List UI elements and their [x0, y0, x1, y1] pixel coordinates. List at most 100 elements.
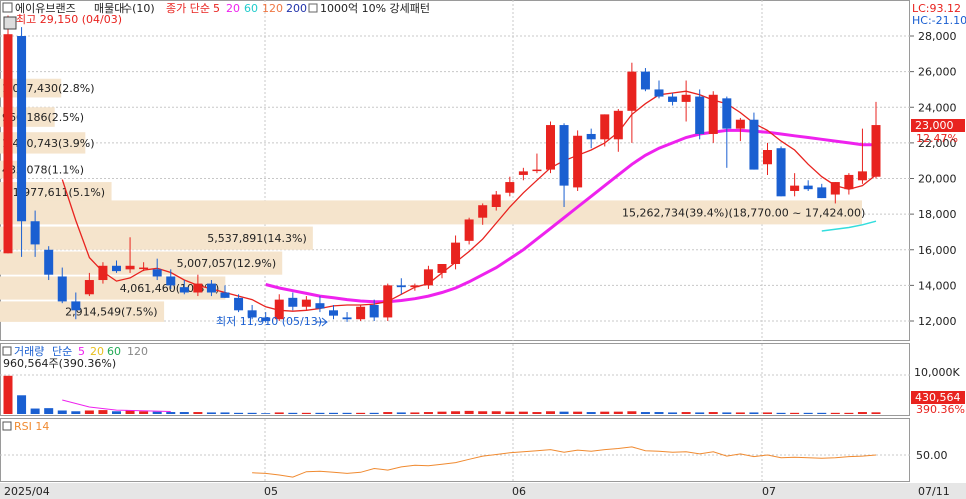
- volume-bar: [396, 412, 406, 414]
- candle-body: [206, 283, 216, 293]
- profile-band: [0, 78, 62, 98]
- volume-bar: [17, 395, 27, 414]
- candle-body: [600, 114, 610, 140]
- volume-bar: [559, 411, 569, 414]
- legend-ma-60: 60: [244, 2, 258, 15]
- low-label: 최저 11,910 (05/13): [216, 315, 322, 328]
- lc-label: LC:93.12: [912, 2, 961, 15]
- volume-bar: [505, 411, 515, 414]
- volume-panel-frame: [0, 343, 910, 416]
- volume-bar: [57, 410, 67, 414]
- last-volume-tag: [911, 391, 965, 404]
- volume-ma5-line: [62, 399, 171, 412]
- profile-band: [0, 182, 112, 202]
- volume-bar: [112, 411, 121, 414]
- rsi-title: RSI 14: [14, 420, 49, 433]
- legend-ma-200: 200: [286, 2, 307, 15]
- volume-bar: [98, 410, 108, 414]
- volume-bar: [84, 410, 94, 414]
- candle-body: [396, 285, 406, 288]
- volume-ma-title: 단순: [52, 345, 72, 358]
- profile-label: 1,977,611(5.1%): [13, 186, 106, 199]
- profile-label: 2,914,549(7.5%): [65, 306, 158, 319]
- legend-ma-5: 5: [213, 2, 220, 15]
- volume-bar: [437, 411, 447, 414]
- profile-label: 1,490,743(3.9%): [2, 137, 95, 150]
- last-volume-change: 390.36%: [916, 403, 965, 416]
- volume-bar: [532, 412, 542, 414]
- profile-band: [0, 301, 165, 322]
- candle-body: [478, 205, 488, 218]
- rsi-legend: RSI 14 50.00: [2, 420, 948, 462]
- profile-band: [0, 107, 55, 127]
- volume-legend-icon[interactable]: [2, 346, 12, 356]
- high-label: 최고 29,150 (04/03): [16, 13, 122, 26]
- candle-body: [17, 36, 27, 222]
- volume-bar: [790, 412, 800, 414]
- candle-body: [166, 276, 176, 286]
- legend-ma-20: 20: [226, 2, 240, 15]
- x-axis: 2025/04 05 06 07 07/11: [4, 485, 950, 498]
- rsi-y-tick: 50.00: [916, 449, 948, 462]
- rsi-legend-icon[interactable]: [2, 421, 12, 431]
- candle-body: [817, 187, 827, 199]
- volume-ma-120: 120: [127, 345, 148, 358]
- y-tick-label: 22,000: [918, 137, 957, 150]
- volume-bar: [640, 412, 650, 414]
- tool-icon[interactable]: [3, 16, 17, 30]
- candle-body: [451, 242, 461, 264]
- profile-label: 15,262,734(39.4%)(18,770.00 ~ 17,424.00): [622, 206, 865, 219]
- candle-body: [613, 110, 623, 140]
- candle-body: [410, 285, 420, 288]
- rsi-line: [252, 446, 877, 478]
- last-volume: 430,564: [915, 391, 961, 404]
- legend-extra: 1000억 10% 강세패턴: [320, 2, 430, 15]
- candle-body: [491, 194, 501, 207]
- y-tick-label: 12,000: [918, 315, 957, 328]
- candle-body: [844, 174, 854, 190]
- volume-first-label: 960,564주(390.36%): [3, 357, 116, 370]
- legend-box-icon[interactable]: [2, 2, 13, 13]
- volume-bar: [763, 412, 772, 414]
- legend-ma-title: 종가 단순: [166, 2, 210, 15]
- ma20-line: [265, 128, 876, 304]
- volume-bar: [423, 412, 433, 414]
- profile-label: 5,007,057(12.9%): [177, 257, 277, 270]
- volume-bar: [220, 412, 230, 414]
- candle-body: [71, 301, 81, 311]
- volume-bar: [722, 412, 732, 414]
- volume-bar: [803, 412, 813, 414]
- volume-bar: [830, 412, 840, 414]
- volume-bar: [749, 412, 759, 414]
- profile-label: 433,078(1.1%): [2, 164, 84, 177]
- volume-bar: [464, 410, 474, 414]
- volume-bar: [451, 411, 461, 414]
- volume-bar: [152, 411, 162, 414]
- volume-bar: [518, 411, 528, 414]
- candle-body: [247, 310, 257, 318]
- candle-body: [518, 171, 528, 175]
- volume-bar: [546, 411, 555, 414]
- candle-body: [668, 96, 678, 102]
- y-tick-label: 24,000: [918, 101, 957, 114]
- volume-ma-20: 20: [90, 345, 104, 358]
- rsi-panel-frame: [0, 418, 910, 482]
- ma60-line: [821, 220, 877, 232]
- y-tick-label: 28,000: [918, 30, 957, 43]
- y-tick-label: 14,000: [918, 279, 957, 292]
- legend-chart-kind: 매물대: [94, 2, 124, 15]
- profile-band: [0, 200, 862, 225]
- legend-symbol[interactable]: 에이유브랜즈: [15, 2, 76, 15]
- price-legend: 에이유브랜즈 매물대 수(10) 종가 단순 5 20 60 120 200 1…: [2, 2, 966, 30]
- candle-body: [112, 265, 121, 272]
- candle-body: [437, 264, 447, 273]
- candle-body: [573, 135, 583, 188]
- volume-bar: [315, 412, 325, 414]
- candle-body: [274, 299, 284, 320]
- volume-bar: [125, 410, 135, 414]
- candle-body: [654, 89, 664, 97]
- candle-body: [125, 265, 135, 270]
- x-label-start: 2025/04: [4, 485, 50, 498]
- candle-body: [546, 125, 555, 170]
